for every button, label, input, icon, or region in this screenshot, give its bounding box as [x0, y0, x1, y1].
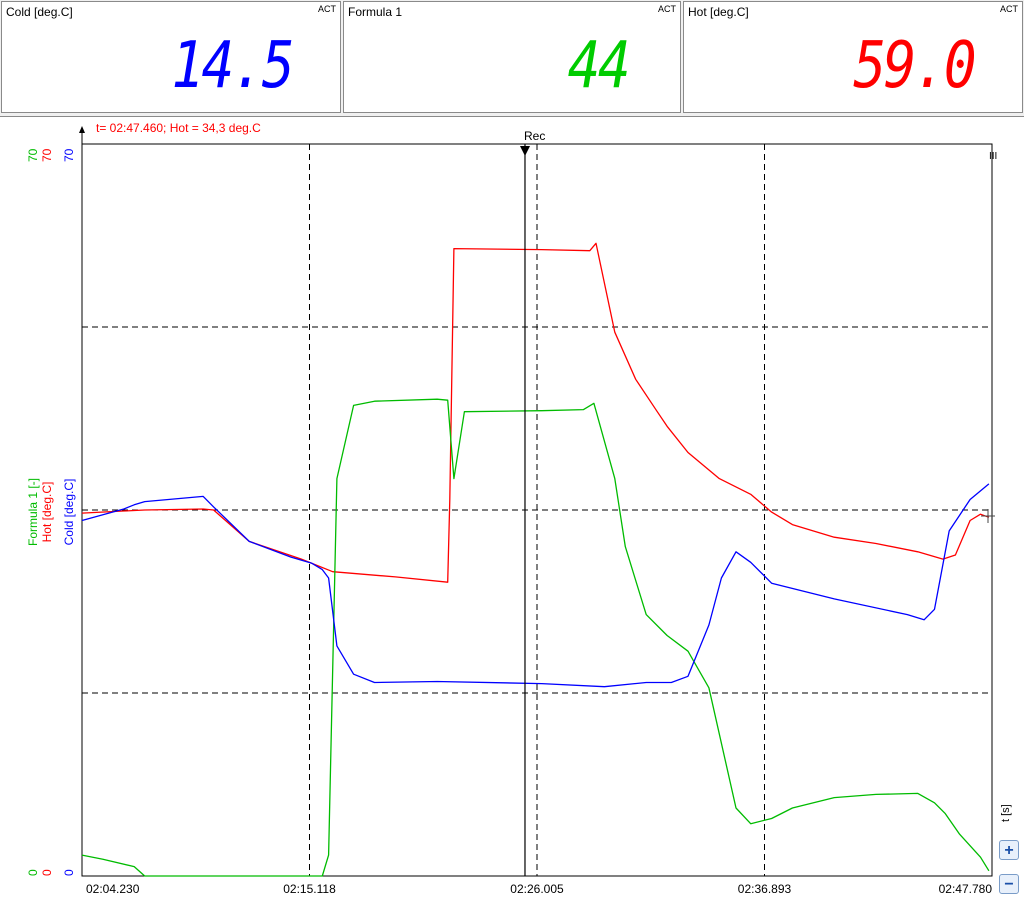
zoom-in-button[interactable]: +	[999, 840, 1019, 860]
y-axis-max: 70	[26, 148, 40, 162]
panel-value: 59.0	[853, 29, 976, 103]
y-axis-max: 70	[62, 148, 76, 162]
x-tick-label: 02:36.893	[738, 882, 792, 896]
y-axis-label: Hot [deg.C]	[40, 482, 54, 543]
x-tick-label: 02:04.230	[86, 882, 140, 896]
x-tick-label: 02:15.118	[283, 882, 336, 896]
panel-value: 44	[567, 29, 631, 103]
panel-title: Cold [deg.C]	[6, 5, 73, 19]
time-axis-unit-box: t [s]	[1000, 804, 1020, 838]
panel-title: Formula 1	[348, 5, 403, 19]
y-axis-max: 70	[40, 148, 54, 162]
y-axis-label: Cold [deg.C]	[62, 479, 76, 546]
crosshair-marker	[981, 509, 995, 523]
zoom-out-button[interactable]: −	[999, 874, 1019, 894]
panel-formula[interactable]: Formula 1 ACT 44	[343, 1, 681, 113]
y-axis-labels: 70 0 Formula 1 [-] 70 0 Hot [deg.C] 70 0 Cold [d…	[26, 148, 76, 876]
chart-svg[interactable]: 02:04.230 02:15.118 02:26.005 02:36.893 02:4…	[0, 116, 1024, 899]
y-axis-label: Formula 1 [-]	[26, 478, 40, 546]
axis-arrow-head	[79, 126, 85, 133]
series-layer	[81, 242, 990, 877]
x-tick-label: 02:26.005	[510, 882, 564, 896]
record-cursor	[519, 144, 530, 876]
x-tick-label: 02:47.780	[939, 882, 993, 896]
y-axis-min: 0	[26, 869, 40, 876]
panel-value: 14.5	[171, 29, 294, 103]
record-cursor-marker	[519, 146, 530, 156]
rec-label: Rec	[524, 129, 546, 143]
panel-hot[interactable]: Hot [deg.C] ACT 59.0	[683, 1, 1023, 113]
panel-cold[interactable]: Cold [deg.C] ACT 14.5	[1, 1, 341, 113]
act-badge: ACT	[658, 4, 676, 14]
panel-title: Hot [deg.C]	[688, 5, 749, 19]
cursor-readout: t= 02:47.460; Hot = 34,3 deg.C	[96, 121, 261, 135]
y-axis-min: 0	[62, 869, 76, 876]
series-line	[81, 398, 990, 877]
x-tick-labels: 02:04.230 02:15.118 02:26.005 02:36.893 02:4…	[86, 882, 992, 896]
time-axis-unit: t [s]	[1000, 804, 1012, 822]
series-line	[81, 483, 990, 688]
act-badge: ACT	[1000, 4, 1018, 14]
grid-layer	[82, 144, 992, 876]
right-marker: III	[989, 151, 997, 162]
y-axis-min: 0	[40, 869, 54, 876]
act-badge: ACT	[318, 4, 336, 14]
